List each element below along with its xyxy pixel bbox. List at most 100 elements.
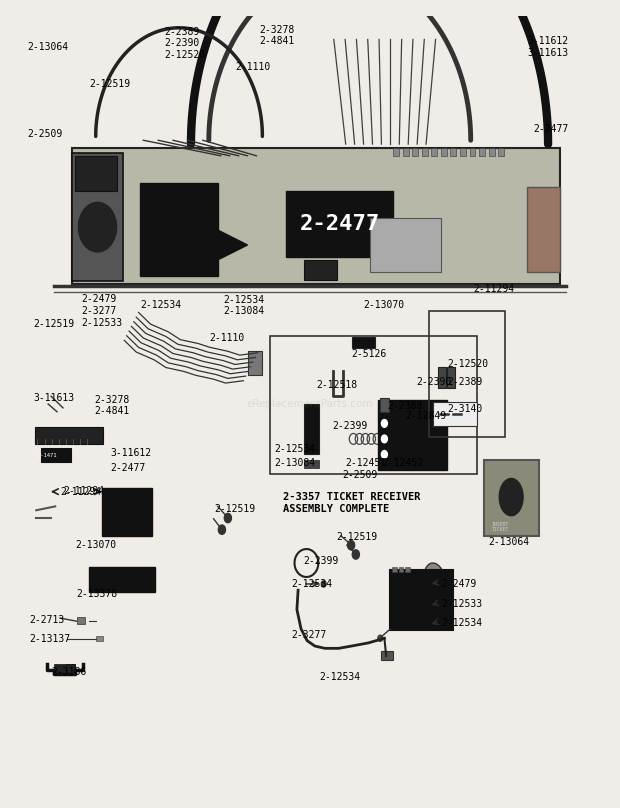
Circle shape [321, 581, 326, 587]
Bar [399, 567, 404, 572]
Text: 2-12534: 2-12534 [291, 579, 332, 589]
Bar [460, 148, 466, 156]
Bar [451, 148, 456, 156]
Bar [479, 148, 485, 156]
Circle shape [381, 451, 388, 458]
Bar [66, 664, 75, 674]
Text: 2-2399: 2-2399 [303, 557, 338, 566]
Text: INSERT: INSERT [492, 522, 509, 527]
Bar [433, 402, 477, 426]
Text: 2-13070: 2-13070 [75, 541, 116, 550]
Bar [72, 148, 560, 284]
Text: 2-12519: 2-12519 [33, 319, 74, 329]
Bar [403, 148, 409, 156]
Circle shape [381, 419, 388, 427]
Bar [72, 154, 123, 281]
Bar [352, 336, 376, 348]
Bar [370, 218, 441, 272]
Bar [393, 148, 399, 156]
Text: 2-12519: 2-12519 [337, 532, 378, 542]
Circle shape [381, 435, 388, 443]
Bar [498, 148, 504, 156]
Bar [95, 636, 103, 642]
Text: 3-11613: 3-11613 [33, 393, 74, 403]
Text: 2-13070: 2-13070 [363, 301, 405, 310]
Bar [392, 567, 397, 572]
Bar [429, 311, 505, 436]
Text: 2-11294: 2-11294 [474, 284, 515, 294]
Text: 2-11294: 2-11294 [60, 486, 101, 497]
Text: 2-12518: 2-12518 [316, 380, 357, 389]
Bar [304, 260, 337, 280]
Text: 2-2477: 2-2477 [533, 124, 569, 133]
Bar [304, 404, 319, 454]
Text: 2-3277: 2-3277 [291, 630, 326, 640]
Text: 2-13137: 2-13137 [29, 634, 70, 644]
Text: 2-12534
2-13084: 2-12534 2-13084 [224, 295, 265, 316]
Text: eReplacementParts.com: eReplacementParts.com [247, 399, 373, 409]
Bar [469, 148, 476, 156]
Text: 2-12534: 2-12534 [140, 301, 182, 310]
Bar [75, 156, 117, 191]
Text: 2-3278
2-4841: 2-3278 2-4841 [94, 395, 130, 416]
Bar [527, 187, 560, 272]
Bar [286, 191, 393, 257]
Bar [35, 427, 104, 444]
Bar [41, 448, 71, 462]
Bar [391, 570, 453, 630]
Bar [378, 400, 447, 470]
Circle shape [352, 549, 360, 559]
Text: 2-3278
2-4841: 2-3278 2-4841 [259, 25, 294, 46]
Text: 2-12534: 2-12534 [274, 444, 316, 454]
Bar [304, 460, 319, 468]
Bar [102, 488, 153, 536]
Bar [412, 148, 418, 156]
Text: 2-1471: 2-1471 [37, 452, 56, 457]
Bar [432, 148, 437, 156]
Text: 2-2477: 2-2477 [299, 214, 380, 234]
Bar [270, 336, 477, 473]
Text: 3-11612: 3-11612 [110, 448, 152, 458]
Bar [247, 351, 262, 375]
Text: 2-13084: 2-13084 [274, 458, 316, 468]
Text: 2-12533: 2-12533 [441, 599, 482, 609]
Bar [438, 367, 446, 389]
Ellipse shape [499, 478, 523, 516]
Text: 2-13064: 2-13064 [489, 537, 529, 547]
Text: 2-12520: 2-12520 [447, 359, 488, 368]
Text: 2-2713: 2-2713 [29, 615, 64, 625]
Bar [422, 148, 428, 156]
Text: 2-2388: 2-2388 [388, 401, 423, 410]
Text: 2-12519: 2-12519 [90, 79, 131, 90]
Text: 2-3357 TICKET RECEIVER
ASSEMBLY COMPLETE: 2-3357 TICKET RECEIVER ASSEMBLY COMPLETE [283, 493, 421, 514]
Text: 2-12451: 2-12451 [346, 458, 387, 468]
Text: 2-2389
2-2390
2-12520: 2-2389 2-2390 2-12520 [164, 27, 205, 60]
Bar [140, 183, 218, 276]
Circle shape [378, 635, 383, 642]
Text: 2-12452: 2-12452 [383, 458, 423, 468]
Text: 2-11294: 2-11294 [63, 486, 104, 496]
Text: 2-3186: 2-3186 [51, 667, 86, 676]
Text: 2-2509: 2-2509 [343, 470, 378, 481]
Text: 2-2390: 2-2390 [416, 377, 451, 387]
Bar [441, 148, 447, 156]
Bar [77, 617, 85, 625]
Text: 2-2389: 2-2389 [447, 377, 482, 387]
Bar [448, 367, 455, 389]
Text: 2-1110: 2-1110 [209, 333, 244, 343]
Text: TICKET: TICKET [492, 527, 509, 532]
Bar [405, 567, 410, 572]
Bar [484, 460, 539, 536]
Text: 2-12534: 2-12534 [441, 618, 482, 628]
Text: 2-2477: 2-2477 [110, 463, 146, 473]
Polygon shape [209, 225, 247, 264]
Text: 2-2479
2-3277
2-12533: 2-2479 2-3277 2-12533 [81, 294, 122, 327]
Text: 2-1110: 2-1110 [236, 61, 271, 72]
Text: 2-2509: 2-2509 [27, 129, 63, 139]
Ellipse shape [423, 563, 446, 605]
Text: 2-13378: 2-13378 [77, 589, 118, 599]
Text: 2-13064: 2-13064 [27, 42, 68, 53]
Bar [89, 567, 155, 591]
Text: 2-12849: 2-12849 [405, 410, 446, 421]
Bar [54, 664, 75, 674]
